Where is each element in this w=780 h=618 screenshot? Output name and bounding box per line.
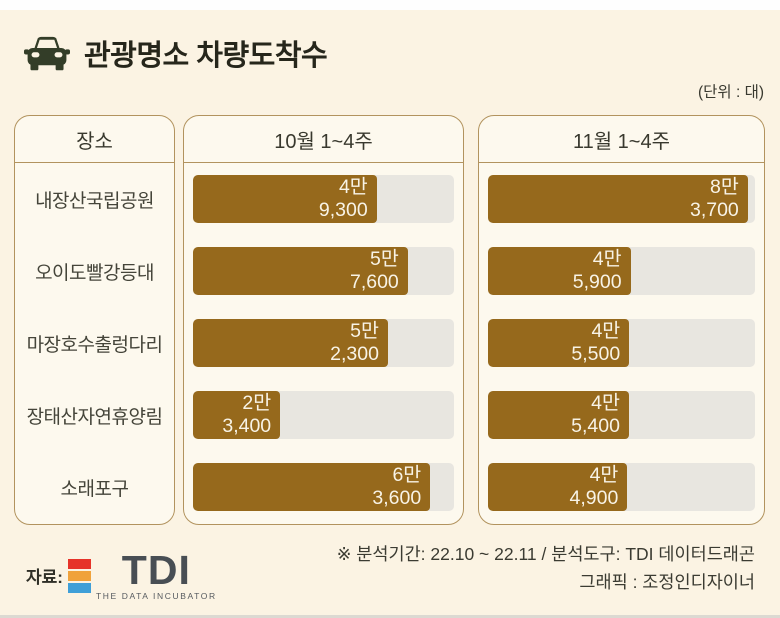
- bar-fill: 4만 5,500: [488, 319, 630, 367]
- bar-fill: 5만 2,300: [193, 319, 388, 367]
- analysis-note: ※ 분석기간: 22.10 ~ 22.11 / 분석도구: TDI 데이터드래곤…: [337, 540, 755, 596]
- bar-track: 6만 3,600: [193, 463, 454, 511]
- bar-value-label: 6만 3,600: [372, 464, 422, 509]
- bar-fill: 5만 7,600: [193, 247, 408, 295]
- place-list: 내장산국립공원 오이도빨강등대 마장호수출렁다리 장태산자연휴양림 소래포구: [15, 163, 174, 523]
- november-panel: 11월 1~4주 8만 3,700 4만 5,900 4만 5,500 4만 5,400…: [478, 115, 765, 525]
- bar-row: 4만 5,900: [479, 235, 764, 307]
- title-row: 관광명소 차량도착수: [24, 32, 328, 74]
- bar-row: 4만 4,900: [479, 451, 764, 523]
- bar-row: 8만 3,700: [479, 163, 764, 235]
- bar-row: 5만 2,300: [184, 307, 463, 379]
- october-bars: 4만 9,300 5만 7,600 5만 2,300 2만 3,400 6만 3,600: [184, 163, 463, 523]
- place-label: 내장산국립공원: [35, 190, 154, 212]
- bar-track: 4만 5,900: [488, 247, 755, 295]
- place-label: 마장호수출렁다리: [26, 334, 163, 356]
- bar-row: 2만 3,400: [184, 379, 463, 451]
- bar-value-label: 4만 5,900: [572, 248, 622, 293]
- bar-track: 5만 2,300: [193, 319, 454, 367]
- analysis-note-line1: ※ 분석기간: 22.10 ~ 22.11 / 분석도구: TDI 데이터드래곤: [336, 544, 755, 564]
- place-label: 오이도빨강등대: [35, 262, 154, 284]
- place-column-header: 장소: [15, 116, 174, 163]
- bar-row: 6만 3,600: [184, 451, 463, 523]
- bar-row: 5만 7,600: [184, 235, 463, 307]
- bar-value-label: 4만 5,500: [571, 320, 621, 365]
- bar-track: 4만 5,500: [488, 319, 755, 367]
- source-label: 자료:: [26, 568, 63, 587]
- place-panel: 장소 내장산국립공원 오이도빨강등대 마장호수출렁다리 장태산자연휴양림 소래포…: [14, 115, 175, 525]
- bar-track: 8만 3,700: [488, 175, 755, 223]
- logo-bar-blue: [67, 582, 91, 593]
- bar-value-label: 8만 3,700: [689, 176, 739, 221]
- bar-value-label: 5만 2,300: [330, 320, 379, 365]
- bar-row: 4만 5,400: [479, 379, 764, 451]
- october-column-header: 10월 1~4주: [184, 116, 463, 163]
- bar-row: 4만 5,500: [479, 307, 764, 379]
- logo-bar-amber: [67, 570, 91, 581]
- bar-value-label: 4만 9,300: [318, 176, 368, 221]
- logo-bar-red: [67, 558, 91, 569]
- november-bars: 8만 3,700 4만 5,900 4만 5,500 4만 5,400 4만 4,900: [479, 163, 764, 523]
- bar-fill: 4만 9,300: [193, 175, 377, 223]
- bar-value-label: 5만 7,600: [349, 248, 399, 293]
- bar-value-label: 4만 5,400: [571, 392, 620, 437]
- bar-track: 2만 3,400: [193, 391, 454, 439]
- car-icon: [24, 36, 70, 71]
- bar-fill: 8만 3,700: [488, 175, 748, 223]
- bar-fill: 2만 3,400: [193, 391, 281, 439]
- bar-track: 5만 7,600: [193, 247, 454, 295]
- tdi-logo: TDI THE DATA INCUBATOR: [95, 547, 217, 602]
- source-block: 자료: TDI THE DATA INCUBATOR: [26, 547, 217, 602]
- bar-track: 4만 4,900: [488, 463, 755, 511]
- bar-row: 4만 9,300: [184, 163, 463, 235]
- tdi-logo-subtext: THE DATA INCUBATOR: [95, 591, 217, 601]
- bar-fill: 4만 5,400: [488, 391, 629, 439]
- bar-track: 4만 5,400: [488, 391, 755, 439]
- bar-value-label: 4만 4,900: [569, 464, 619, 509]
- november-column-header: 11월 1~4주: [479, 116, 764, 163]
- top-strip: [0, 0, 780, 10]
- bar-track: 4만 9,300: [193, 175, 454, 223]
- place-label: 장태산자연휴양림: [26, 406, 163, 428]
- tdi-logo-text: TDI: [121, 547, 191, 593]
- bar-fill: 4만 4,900: [488, 463, 628, 511]
- bar-fill: 4만 5,900: [488, 247, 631, 295]
- page-title: 관광명소 차량도착수: [84, 40, 328, 72]
- place-label: 소래포구: [60, 478, 129, 500]
- tdi-logo-bars-icon: [67, 558, 91, 593]
- unit-label: (단위 : 대): [697, 84, 764, 101]
- bar-fill: 6만 3,600: [193, 463, 431, 511]
- analysis-note-line2: 그래픽 : 조정인디자이너: [579, 572, 755, 592]
- october-panel: 10월 1~4주 4만 9,300 5만 7,600 5만 2,300 2만 3,400…: [183, 115, 464, 525]
- bar-value-label: 2만 3,400: [222, 392, 272, 437]
